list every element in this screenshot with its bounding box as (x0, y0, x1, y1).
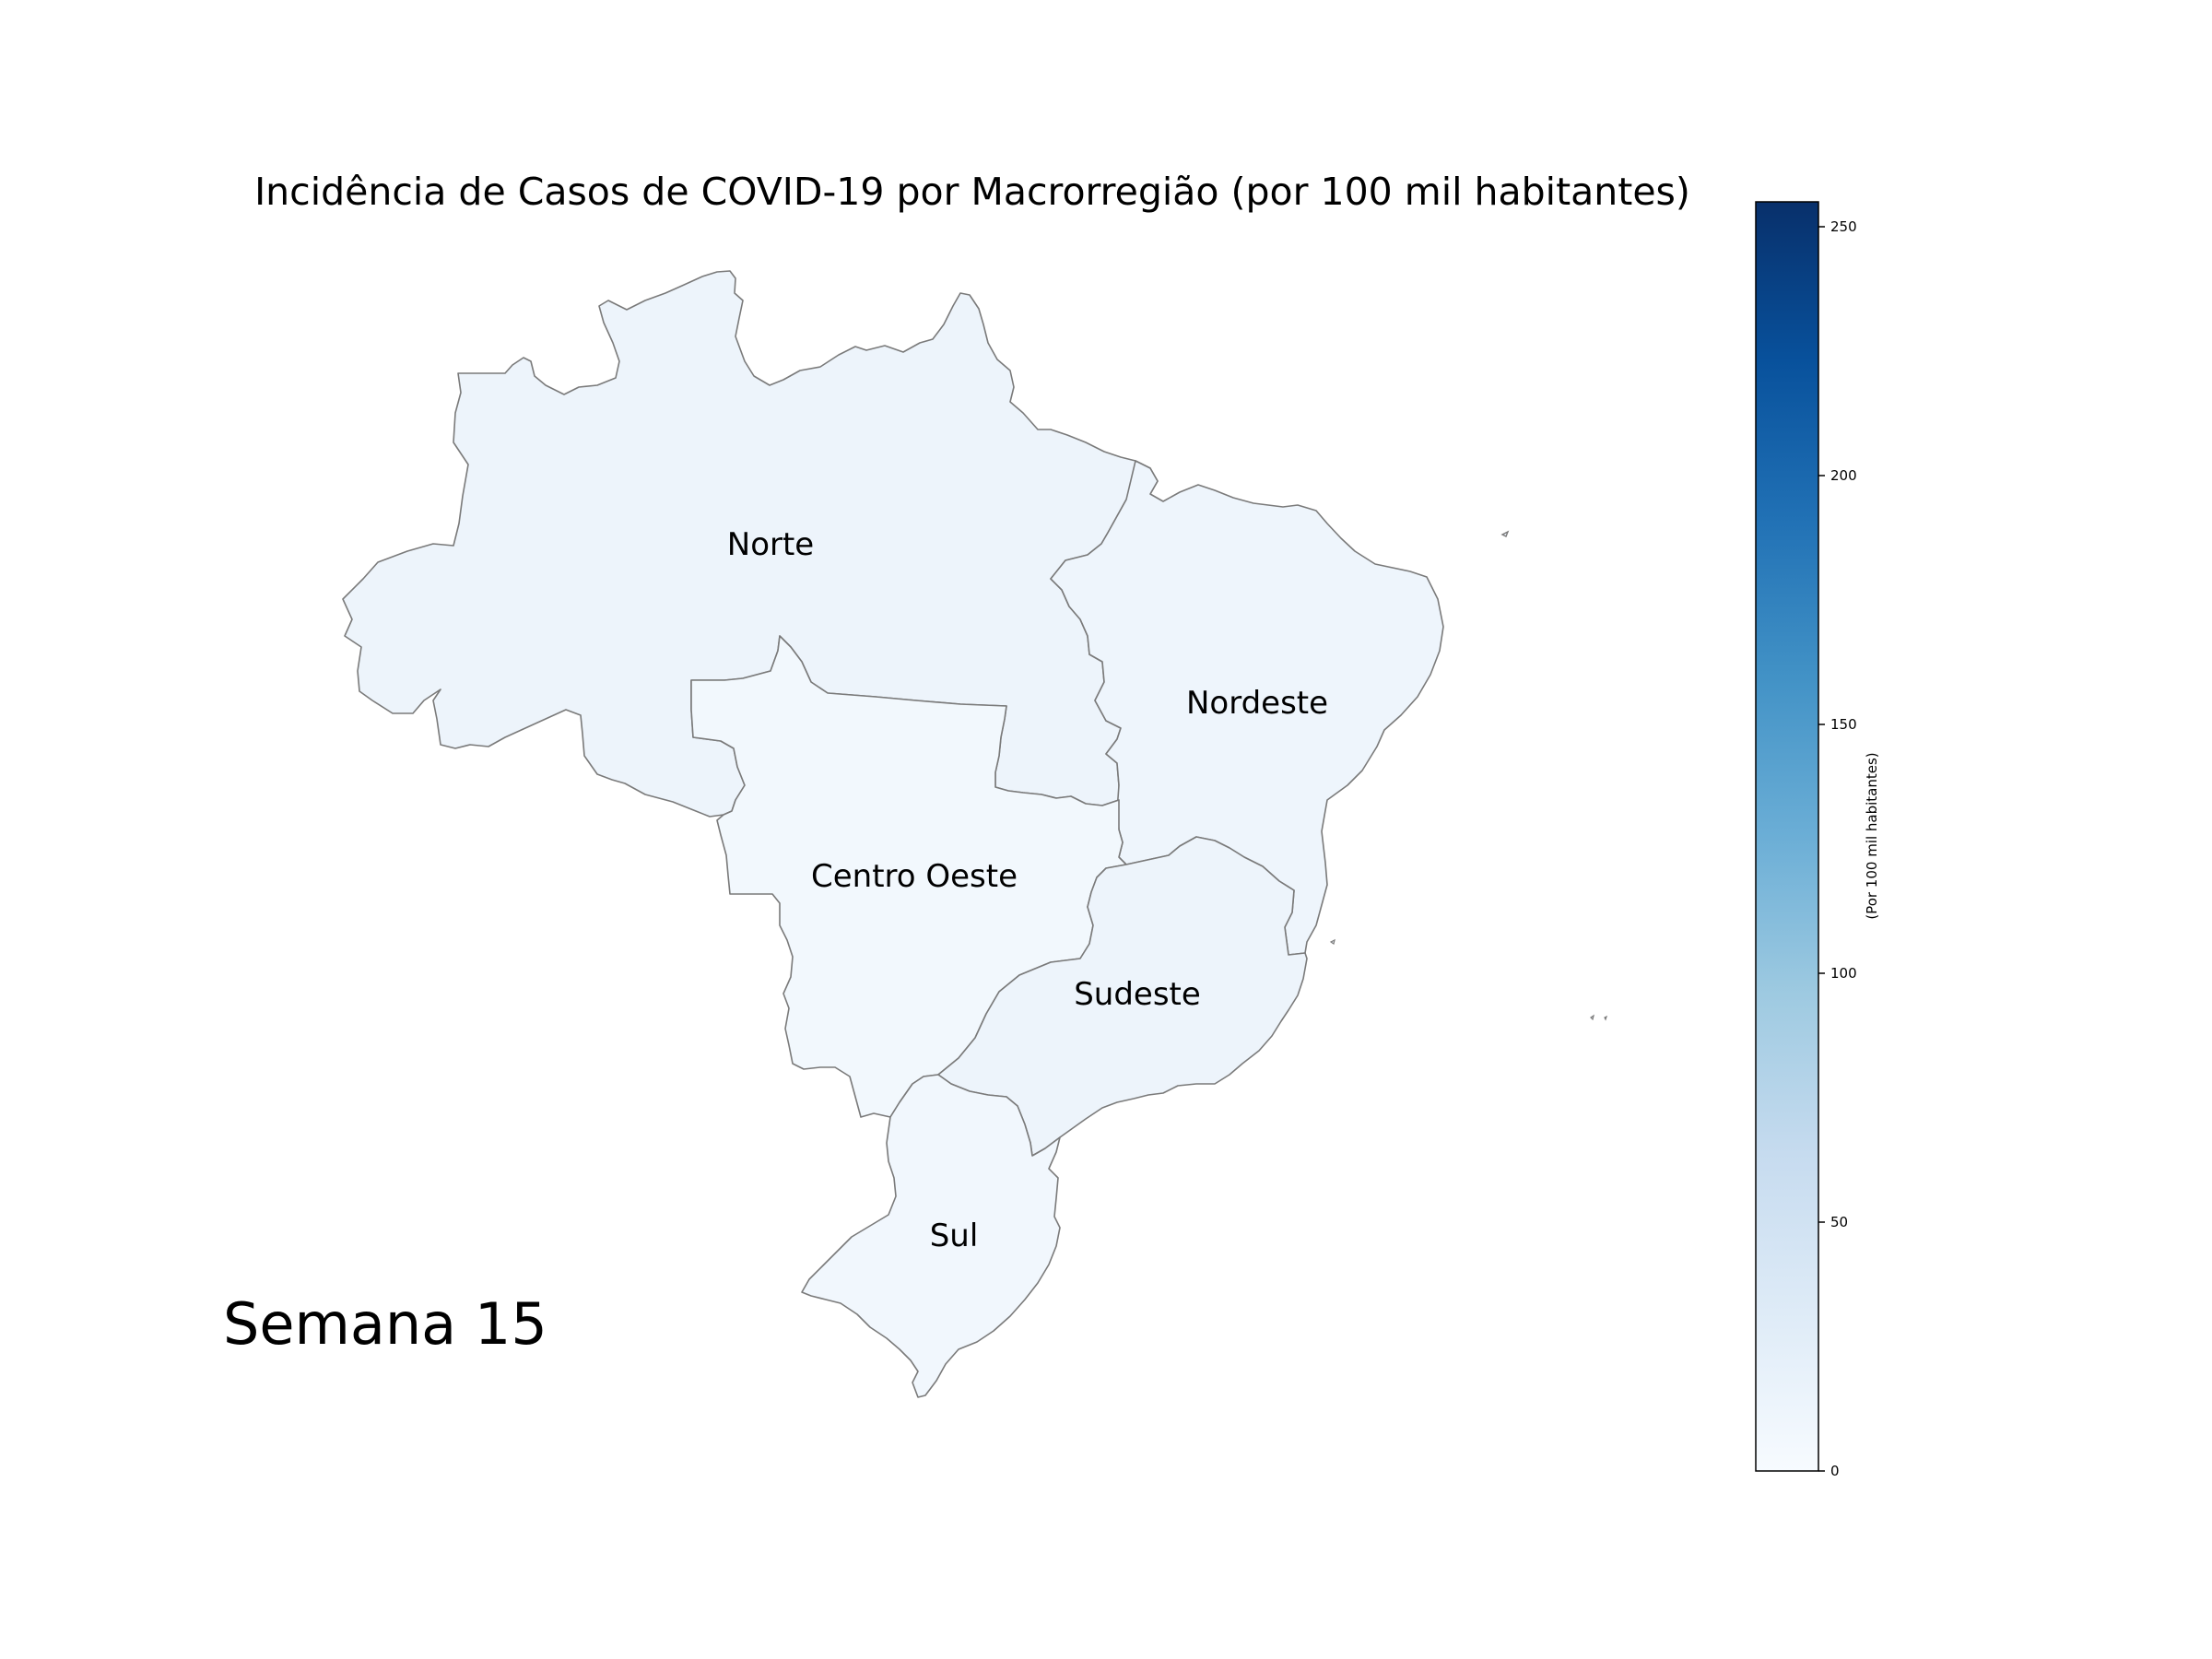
colorbar-tick-label: 250 (1830, 218, 1857, 235)
colorbar-tick-label: 100 (1830, 965, 1857, 982)
island-abrolhos (1329, 938, 1335, 945)
colorbar-tick-label: 150 (1830, 716, 1857, 733)
region-labels: Norte Nordeste Centro Oeste Sudeste Sul (727, 526, 1328, 1254)
week-label: Semana 15 (223, 1290, 547, 1358)
colorbar-tick-label: 0 (1830, 1463, 1840, 1479)
region-label-sul: Sul (930, 1218, 979, 1254)
island-trindade (1590, 1014, 1594, 1021)
island-martim-vaz (1604, 1015, 1608, 1021)
colorbar-label: (Por 100 mil habitantes) (1864, 752, 1880, 919)
colorbar: 0 50 100 150 200 250 (Por 100 mil habitantes) (1755, 201, 1880, 1479)
region-label-sudeste: Sudeste (1074, 976, 1201, 1013)
colorbar-tick-label: 200 (1830, 467, 1857, 484)
colorbar-ticks: 0 50 100 150 200 250 (1818, 218, 1857, 1479)
region-label-norte: Norte (727, 526, 814, 563)
region-label-nordeste: Nordeste (1186, 685, 1328, 722)
map-title: Incidência de Casos de COVID-19 por Macr… (254, 170, 1690, 214)
region-sul (801, 1074, 1061, 1398)
colorbar-tick-label: 50 (1830, 1214, 1848, 1230)
map-regions (342, 270, 1608, 1398)
island-fernando-de-noronha (1500, 530, 1510, 537)
region-label-centro-oeste: Centro Oeste (811, 858, 1018, 895)
region-sudeste (937, 836, 1308, 1157)
colorbar-gradient (1755, 201, 1819, 1472)
